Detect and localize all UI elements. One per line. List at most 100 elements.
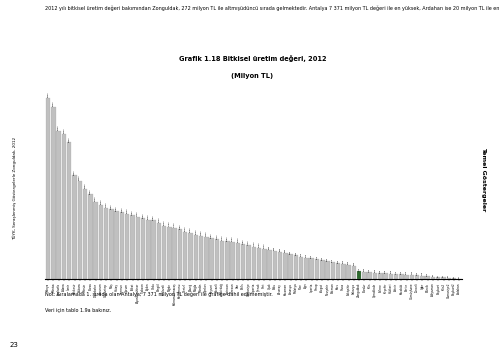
Text: 130: 130 [416, 271, 418, 275]
Bar [230, 242, 235, 279]
Bar [136, 217, 140, 279]
Text: TÜYK, Seraşlenmiş Göstergelerle Zonguldak, 2012: TÜYK, Seraşlenmiş Göstergelerle Zongulda… [12, 136, 18, 240]
Text: 720: 720 [306, 253, 307, 257]
Bar [188, 233, 192, 279]
Text: 85: 85 [432, 274, 434, 276]
Bar [394, 274, 398, 279]
Bar [146, 220, 150, 279]
Text: 1340: 1340 [216, 233, 218, 239]
Text: 1460: 1460 [200, 230, 202, 235]
Text: 2600: 2600 [95, 196, 96, 201]
Bar [446, 278, 451, 279]
Bar [304, 258, 308, 279]
Text: 5800: 5800 [53, 101, 54, 106]
Text: 2150: 2150 [132, 209, 133, 215]
Text: 670: 670 [316, 255, 318, 259]
Bar [51, 107, 56, 279]
Text: Grafik 1.18 Bitkisel üretim değeri, 2012: Grafik 1.18 Bitkisel üretim değeri, 2012 [178, 55, 326, 63]
Bar [268, 250, 272, 279]
Bar [130, 215, 134, 279]
Text: 195: 195 [385, 269, 386, 273]
Text: 760: 760 [300, 252, 302, 256]
Bar [94, 202, 98, 279]
Bar [430, 277, 435, 279]
Text: 1140: 1140 [248, 239, 249, 245]
Bar [373, 273, 377, 279]
Text: 115: 115 [422, 271, 423, 275]
Bar [299, 257, 304, 279]
Text: 1380: 1380 [211, 232, 212, 238]
Bar [404, 275, 409, 279]
Bar [257, 248, 262, 279]
Bar [125, 214, 130, 279]
Bar [415, 275, 420, 279]
Bar [204, 237, 208, 279]
Bar [120, 212, 124, 279]
Bar [199, 236, 203, 279]
Text: 5000: 5000 [58, 125, 59, 130]
Text: 2200: 2200 [126, 208, 128, 213]
Bar [384, 274, 388, 279]
Text: 1180: 1180 [242, 238, 244, 243]
Bar [156, 223, 161, 279]
Text: 1100: 1100 [253, 241, 254, 246]
Bar [346, 265, 351, 279]
Text: 1560: 1560 [190, 227, 191, 232]
Bar [283, 253, 288, 279]
Bar [420, 276, 424, 279]
Bar [141, 218, 146, 279]
Text: 600: 600 [327, 257, 328, 261]
Text: 1280: 1280 [227, 235, 228, 241]
Text: 1420: 1420 [206, 231, 207, 236]
Text: 700: 700 [311, 254, 312, 258]
Text: Veri için tablo 1.9a bakınız.: Veri için tablo 1.9a bakınız. [45, 308, 111, 313]
Text: 980: 980 [269, 245, 270, 250]
Bar [252, 247, 256, 279]
Text: 4600: 4600 [68, 136, 70, 142]
Bar [362, 271, 366, 279]
Bar [436, 277, 440, 279]
Bar [183, 232, 188, 279]
Bar [315, 259, 319, 279]
Text: 2850: 2850 [90, 188, 91, 194]
Bar [341, 264, 345, 279]
Bar [410, 275, 414, 279]
Bar [88, 194, 92, 279]
Text: 272: 272 [358, 266, 360, 271]
Text: 1980: 1980 [153, 214, 154, 220]
Text: 2280: 2280 [116, 205, 117, 211]
Bar [194, 234, 198, 279]
Bar [326, 261, 330, 279]
Text: 1900: 1900 [158, 217, 160, 222]
Bar [352, 266, 356, 279]
Text: 260: 260 [364, 267, 365, 271]
Bar [336, 263, 340, 279]
Bar [426, 276, 430, 279]
Text: 1020: 1020 [264, 243, 265, 248]
Bar [236, 243, 240, 279]
Bar [246, 245, 250, 279]
Text: 205: 205 [380, 268, 381, 272]
Text: 100: 100 [427, 272, 428, 276]
Text: 950: 950 [274, 246, 276, 250]
Bar [72, 175, 77, 279]
Text: 1600: 1600 [184, 226, 186, 231]
Text: 510: 510 [343, 259, 344, 263]
Bar [368, 272, 372, 279]
Text: 1760: 1760 [169, 221, 170, 226]
Text: 2000: 2000 [148, 214, 149, 219]
Text: 220: 220 [374, 268, 376, 272]
Bar [288, 254, 293, 279]
Text: 2050: 2050 [142, 212, 144, 218]
Text: 160: 160 [401, 270, 402, 274]
Text: 1060: 1060 [258, 242, 260, 247]
Text: Not: Sıralamada 1. sırada olan Antalya, 7 371 milyon TL değeri ile grafiğe dahil: Not: Sıralamada 1. sırada olan Antalya, … [45, 292, 273, 297]
Bar [442, 277, 446, 279]
Text: 1250: 1250 [232, 236, 233, 241]
Text: 45: 45 [448, 275, 450, 277]
Bar [320, 260, 324, 279]
Text: Temel Göstergeler: Temel Göstergeler [481, 147, 486, 211]
Bar [56, 131, 61, 279]
Bar [46, 98, 50, 279]
Bar [330, 262, 335, 279]
